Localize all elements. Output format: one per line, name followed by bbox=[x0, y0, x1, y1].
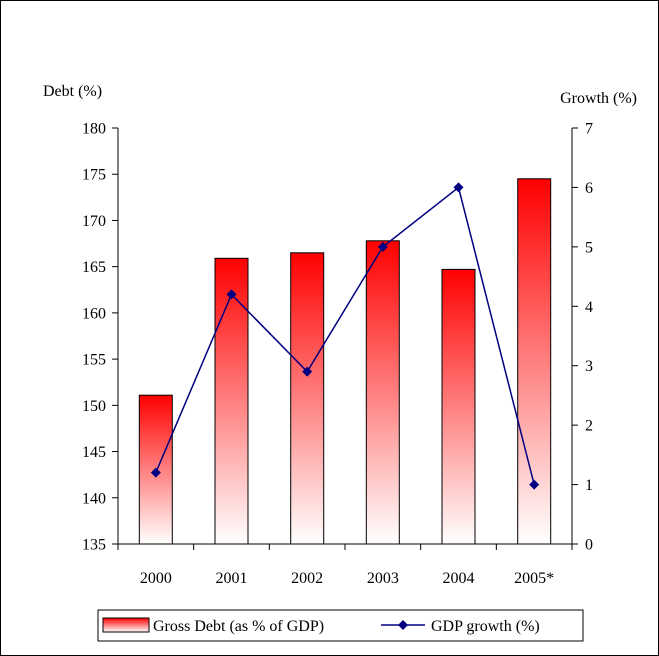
legend-box bbox=[97, 609, 584, 642]
growth-point-2005* bbox=[529, 479, 540, 490]
legend: Gross Debt (as % of GDP) GDP growth (%) bbox=[97, 609, 584, 642]
bar-2002 bbox=[290, 252, 325, 545]
legend-label-debt: Gross Debt (as % of GDP) bbox=[153, 618, 324, 635]
legend-label-growth: GDP growth (%) bbox=[431, 618, 540, 635]
growth-point-2002 bbox=[302, 366, 313, 377]
right-axis-title: Growth (%) bbox=[560, 90, 637, 107]
right-tick-label: 1 bbox=[585, 477, 593, 494]
right-tick-label: 0 bbox=[585, 537, 593, 554]
right-tick-label: 5 bbox=[585, 239, 593, 256]
growth-point-2000 bbox=[150, 467, 161, 478]
left-tick-label: 180 bbox=[82, 121, 106, 138]
left-tick-label: 145 bbox=[82, 444, 106, 461]
left-tick-label: 165 bbox=[82, 259, 106, 276]
x-tick-label: 2001 bbox=[216, 570, 248, 587]
left-tick-label: 170 bbox=[82, 213, 106, 230]
growth-point-2004 bbox=[453, 182, 464, 193]
right-tick-label: 6 bbox=[585, 180, 593, 197]
x-tick-label: 2004 bbox=[443, 570, 475, 587]
left-axis-title: Debt (%) bbox=[43, 83, 102, 100]
right-tick-label: 3 bbox=[585, 358, 593, 375]
axes-group: 135 140 145 150 155 160 165 170 175 180 0 1 2 3 4 5 6 7 bbox=[82, 121, 593, 554]
growth-line bbox=[155, 186, 535, 485]
x-tick-labels: 2000 2001 2002 2003 2004 2005* bbox=[140, 570, 554, 587]
x-tick-label: 2000 bbox=[140, 570, 172, 587]
growth-point-2003 bbox=[377, 241, 388, 252]
bars-group bbox=[138, 178, 552, 545]
x-tick-label: 2002 bbox=[291, 570, 323, 587]
left-tick-label: 155 bbox=[82, 352, 106, 369]
right-tick-label: 2 bbox=[585, 418, 593, 435]
line-series-group bbox=[150, 182, 540, 490]
bar-2004 bbox=[441, 268, 476, 545]
legend-marker-growth bbox=[398, 620, 408, 630]
left-tick-label: 160 bbox=[82, 305, 106, 322]
bar-2003 bbox=[365, 240, 400, 545]
bar-2001 bbox=[214, 257, 249, 545]
x-tick-label: 2003 bbox=[367, 570, 399, 587]
right-tick-label: 4 bbox=[585, 299, 593, 316]
left-tick-label: 140 bbox=[82, 490, 106, 507]
left-tick-label: 175 bbox=[82, 167, 106, 184]
left-tick-label: 150 bbox=[82, 398, 106, 415]
x-tick-label: 2005* bbox=[514, 570, 554, 587]
right-tick-label: 7 bbox=[585, 121, 593, 138]
growth-point-2001 bbox=[226, 289, 237, 300]
left-tick-label: 135 bbox=[82, 537, 106, 554]
legend-swatch-debt bbox=[102, 617, 150, 633]
